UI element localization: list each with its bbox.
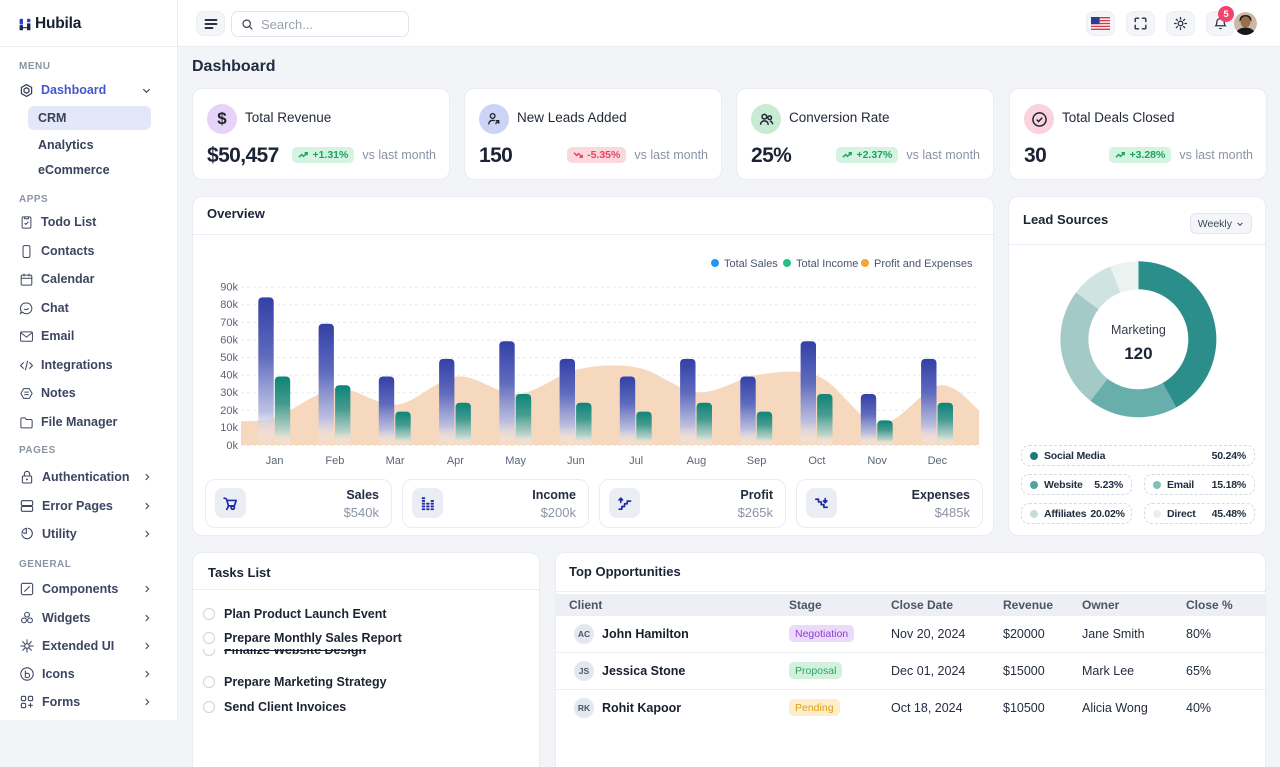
svg-text:Jul: Jul — [629, 455, 643, 467]
svg-text:Total Sales: Total Sales — [724, 258, 778, 270]
svg-text:Mar: Mar — [386, 455, 405, 467]
svg-text:0k: 0k — [226, 440, 238, 452]
svg-text:120: 120 — [1124, 344, 1152, 363]
svg-text:Feb: Feb — [325, 455, 344, 467]
svg-text:Jun: Jun — [567, 455, 585, 467]
svg-text:Jan: Jan — [266, 455, 284, 467]
svg-text:60k: 60k — [220, 334, 238, 346]
svg-text:80k: 80k — [220, 299, 238, 311]
svg-text:Total Income: Total Income — [796, 258, 858, 270]
svg-text:Aug: Aug — [687, 455, 707, 467]
svg-text:30k: 30k — [220, 387, 238, 399]
svg-text:Profit and Expenses: Profit and Expenses — [874, 258, 973, 270]
svg-text:May: May — [505, 455, 526, 467]
svg-text:10k: 10k — [220, 422, 238, 434]
svg-text:Marketing: Marketing — [1111, 323, 1166, 337]
svg-text:90k: 90k — [220, 282, 238, 294]
svg-text:Dec: Dec — [928, 455, 948, 467]
svg-text:Nov: Nov — [867, 455, 887, 467]
svg-text:50k: 50k — [220, 352, 238, 364]
svg-text:Apr: Apr — [447, 455, 464, 467]
svg-text:70k: 70k — [220, 317, 238, 329]
svg-text:40k: 40k — [220, 370, 238, 382]
svg-text:Sep: Sep — [747, 455, 767, 467]
svg-text:Oct: Oct — [808, 455, 825, 467]
svg-text:20k: 20k — [220, 405, 238, 417]
